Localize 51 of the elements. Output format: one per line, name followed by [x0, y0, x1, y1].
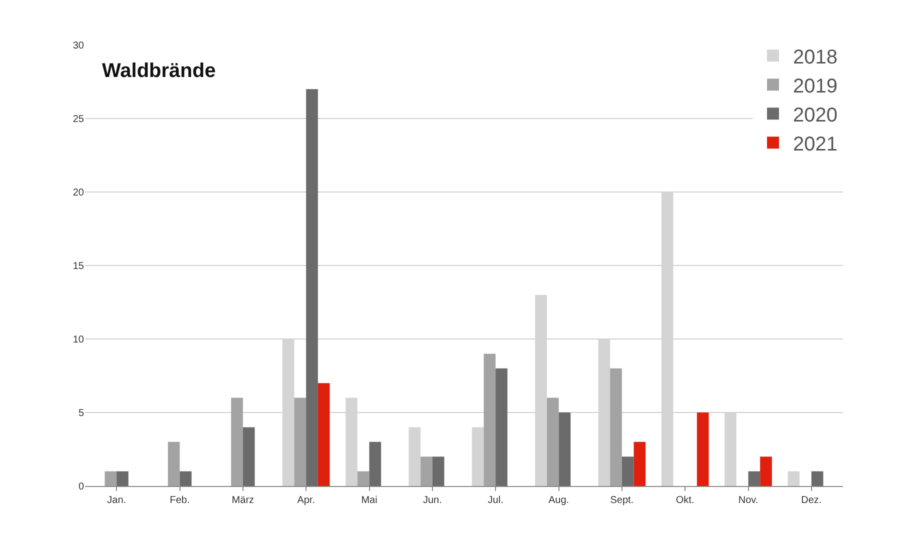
y-tick-label: 15	[72, 261, 84, 272]
bar	[634, 442, 646, 486]
bar	[546, 398, 559, 486]
y-tick-label: 0	[78, 482, 84, 492]
bar	[748, 471, 760, 486]
bar	[242, 427, 255, 486]
y-tick-label: 20	[72, 188, 84, 198]
legend-label: 2021	[793, 133, 838, 156]
text: Waldbrände	[102, 60, 216, 82]
bar	[472, 427, 484, 486]
x-tick-label: Jan.	[107, 495, 126, 506]
legend-label: 2020	[793, 104, 838, 126]
x-tick-label: März	[232, 495, 254, 506]
x-tick-label: Jul.	[488, 495, 504, 506]
bar	[104, 471, 117, 486]
x-tick-label: Feb.	[170, 495, 190, 506]
bar	[432, 456, 444, 486]
bar	[357, 471, 370, 486]
bar	[168, 442, 180, 486]
bar	[369, 442, 382, 486]
legend-label: 2018	[793, 46, 838, 68]
x-tick-label: Sept.	[610, 495, 634, 506]
x-tick-label: Aug.	[548, 495, 570, 506]
bar	[294, 398, 306, 486]
bar	[558, 412, 571, 486]
bar	[306, 89, 318, 486]
bar	[180, 471, 192, 486]
x-tick-label: Jun.	[422, 495, 442, 506]
bar	[496, 368, 508, 486]
x-tick-label: Nov.	[738, 495, 758, 506]
bar	[116, 471, 128, 486]
y-tick-label: 10	[72, 334, 84, 346]
bar	[610, 368, 622, 486]
y-tick-label: 5	[78, 408, 84, 419]
x-tick-label: Apr.	[297, 495, 315, 506]
bar	[788, 471, 800, 486]
x-tick-label: Okt.	[676, 495, 694, 506]
bar	[318, 383, 330, 486]
bar	[231, 398, 243, 486]
bar	[420, 456, 432, 486]
x-tick-label: Mai	[361, 495, 378, 506]
bar	[696, 412, 709, 486]
bar	[760, 456, 772, 486]
y-tick-label: 25	[72, 114, 84, 125]
y-tick-label: 30	[72, 40, 84, 52]
x-tick-label: Dez.	[801, 495, 822, 506]
legend-label: 2019	[793, 75, 838, 98]
bar	[408, 427, 421, 486]
bar	[811, 471, 824, 486]
bar	[622, 456, 634, 486]
bar	[484, 354, 496, 486]
